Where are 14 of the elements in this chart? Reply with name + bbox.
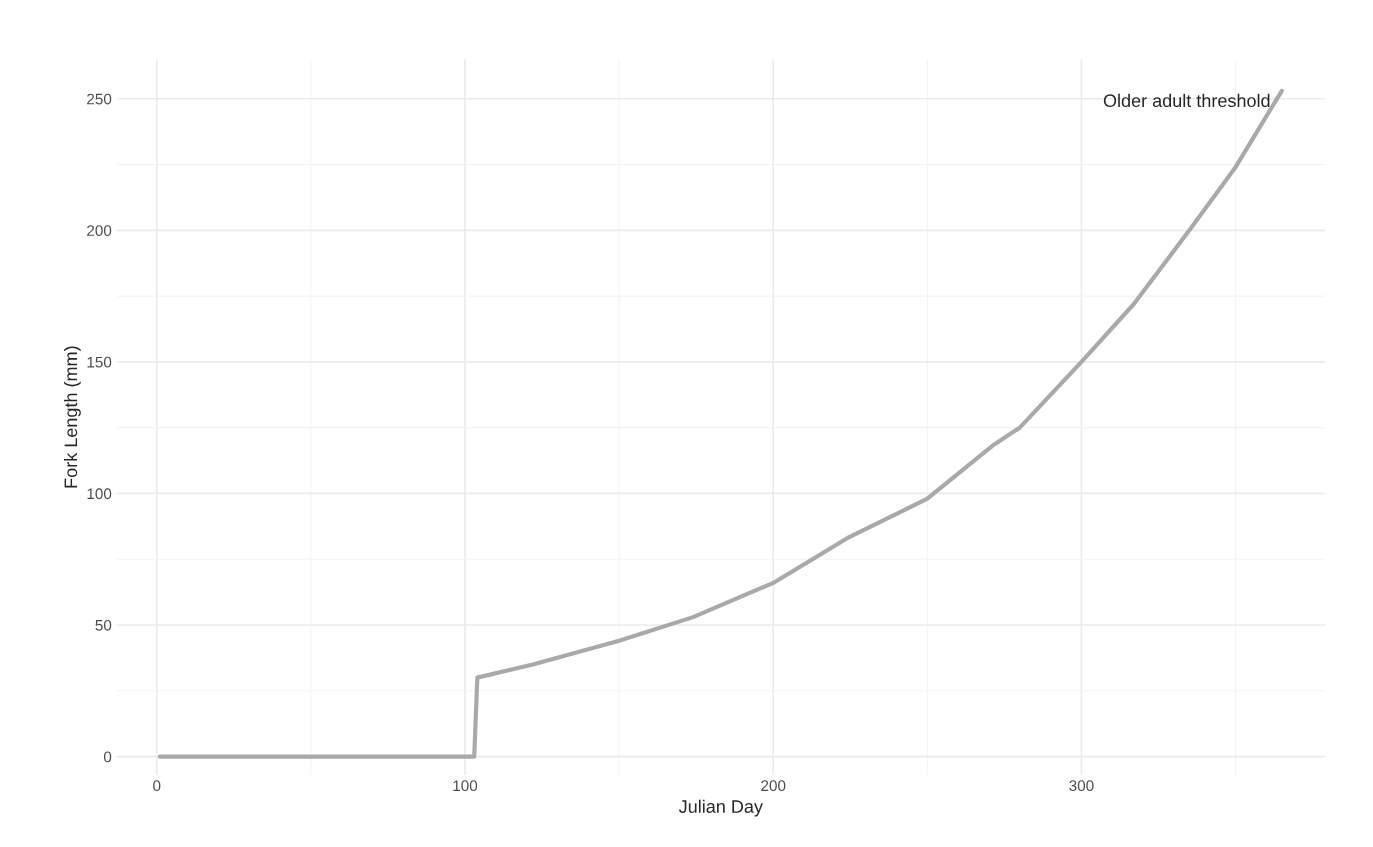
line-series	[157, 88, 1284, 759]
x-tick-label: 0	[153, 780, 161, 792]
x-tick-label: 200	[761, 780, 786, 792]
y-tick-label: 50	[95, 619, 112, 631]
x-tick-label: 300	[1069, 780, 1094, 792]
y-tick-label: 200	[87, 225, 112, 237]
x-tick-label: 100	[453, 780, 478, 792]
y-tick-label: 150	[87, 356, 112, 368]
y-tick-label: 100	[87, 488, 112, 500]
y-tick-label: 250	[87, 93, 112, 105]
x-axis-title: Julian Day	[678, 799, 763, 817]
y-axis-title: Fork Length (mm)	[63, 346, 81, 488]
annotation: Older adult threshold	[1103, 93, 1270, 108]
y-tick-label: 0	[103, 751, 112, 763]
